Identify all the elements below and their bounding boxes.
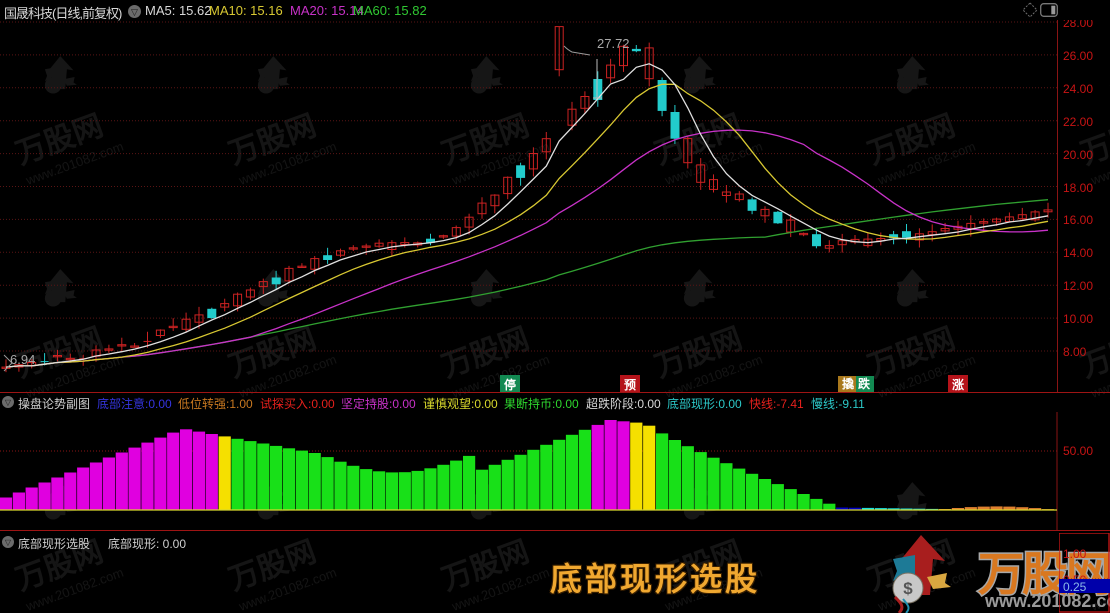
svg-text:$: $ — [903, 579, 913, 598]
